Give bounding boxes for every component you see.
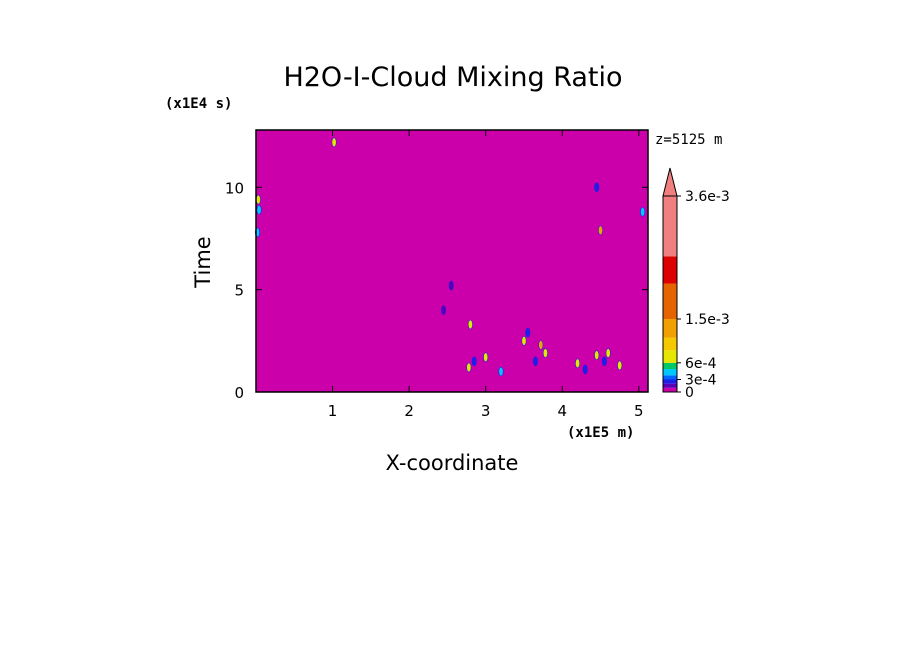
cloud-patch [448, 280, 454, 291]
x-tick-label: 2 [404, 402, 414, 420]
cloud-patch [467, 319, 473, 330]
colorbar-segment [663, 319, 677, 338]
x-tick-label: 3 [481, 402, 491, 420]
plot-area: 1 2 3 4 5 0 5 10 [225, 129, 649, 420]
cloud-patch [483, 352, 489, 363]
cloud-patch [331, 137, 337, 148]
colorbar-segment [663, 196, 677, 257]
cloud-patch [255, 194, 261, 205]
y-axis-label: Time [191, 236, 215, 288]
x-axis-ticks: 1 2 3 4 5 [328, 130, 644, 420]
level-label: z=5125 m [655, 132, 722, 148]
cloud-patch [441, 305, 447, 315]
colorbar-segment [663, 362, 677, 370]
colorbar-segment [663, 383, 677, 388]
y-unit-label: (x1E4 s) [165, 96, 232, 112]
cloud-patch [542, 348, 548, 358]
x-axis-label: X-coordinate [386, 451, 519, 475]
cloud-patch [466, 362, 472, 373]
colorbar-label: 3e-4 [685, 372, 717, 388]
cloud-patch [538, 340, 544, 350]
colorbar-frame [662, 195, 678, 393]
colorbar-label: 6e-4 [685, 356, 717, 372]
x-unit-label: (x1E5 m) [567, 425, 634, 441]
x-tick-label: 4 [557, 402, 567, 420]
cloud-patch [471, 356, 477, 367]
cloud-patch [594, 182, 600, 193]
cloud-patch [594, 350, 600, 360]
cloud-patch [582, 364, 588, 375]
y-tick-label: 10 [225, 179, 244, 197]
colorbar-label: 3.6e-3 [685, 189, 730, 205]
chart-title: H2O-I-Cloud Mixing Ratio [283, 62, 622, 93]
x-tick-label: 1 [328, 402, 338, 420]
colorbar-segment [663, 283, 677, 320]
colorbar-segment [663, 337, 677, 351]
colorbar-segment [663, 256, 677, 284]
colorbar-segment [663, 375, 677, 380]
cloud-patch [498, 366, 504, 377]
colorbar-label: 1.5e-3 [685, 312, 730, 328]
colorbar-segment [663, 369, 677, 376]
colorbar-segment [663, 379, 677, 384]
data-patches [255, 137, 646, 377]
y-axis-ticks: 0 5 10 [225, 179, 648, 402]
y-tick-label: 0 [234, 384, 244, 402]
cloud-patch [575, 358, 581, 369]
cloud-patch [525, 327, 531, 338]
plot-frame [255, 129, 649, 393]
cloud-patch [605, 348, 611, 358]
cloud-patch [601, 356, 607, 367]
colorbar: 03e-46e-4 1.5e-3 3.6e-3 [662, 167, 730, 401]
cloud-patch [256, 205, 262, 215]
y-tick-label: 5 [234, 282, 244, 300]
plot-background [256, 130, 648, 392]
colorbar-label: 0 [685, 385, 694, 401]
cloud-patch [640, 207, 646, 217]
cloud-patch [532, 356, 538, 367]
cloud-patch [521, 336, 527, 346]
cloud-patch [598, 225, 604, 236]
colorbar-extend-arrow [662, 167, 678, 197]
colorbar-segment [663, 350, 677, 363]
cloud-patch [617, 360, 623, 371]
colorbar-segment [663, 387, 677, 392]
x-tick-label: 5 [634, 402, 644, 420]
